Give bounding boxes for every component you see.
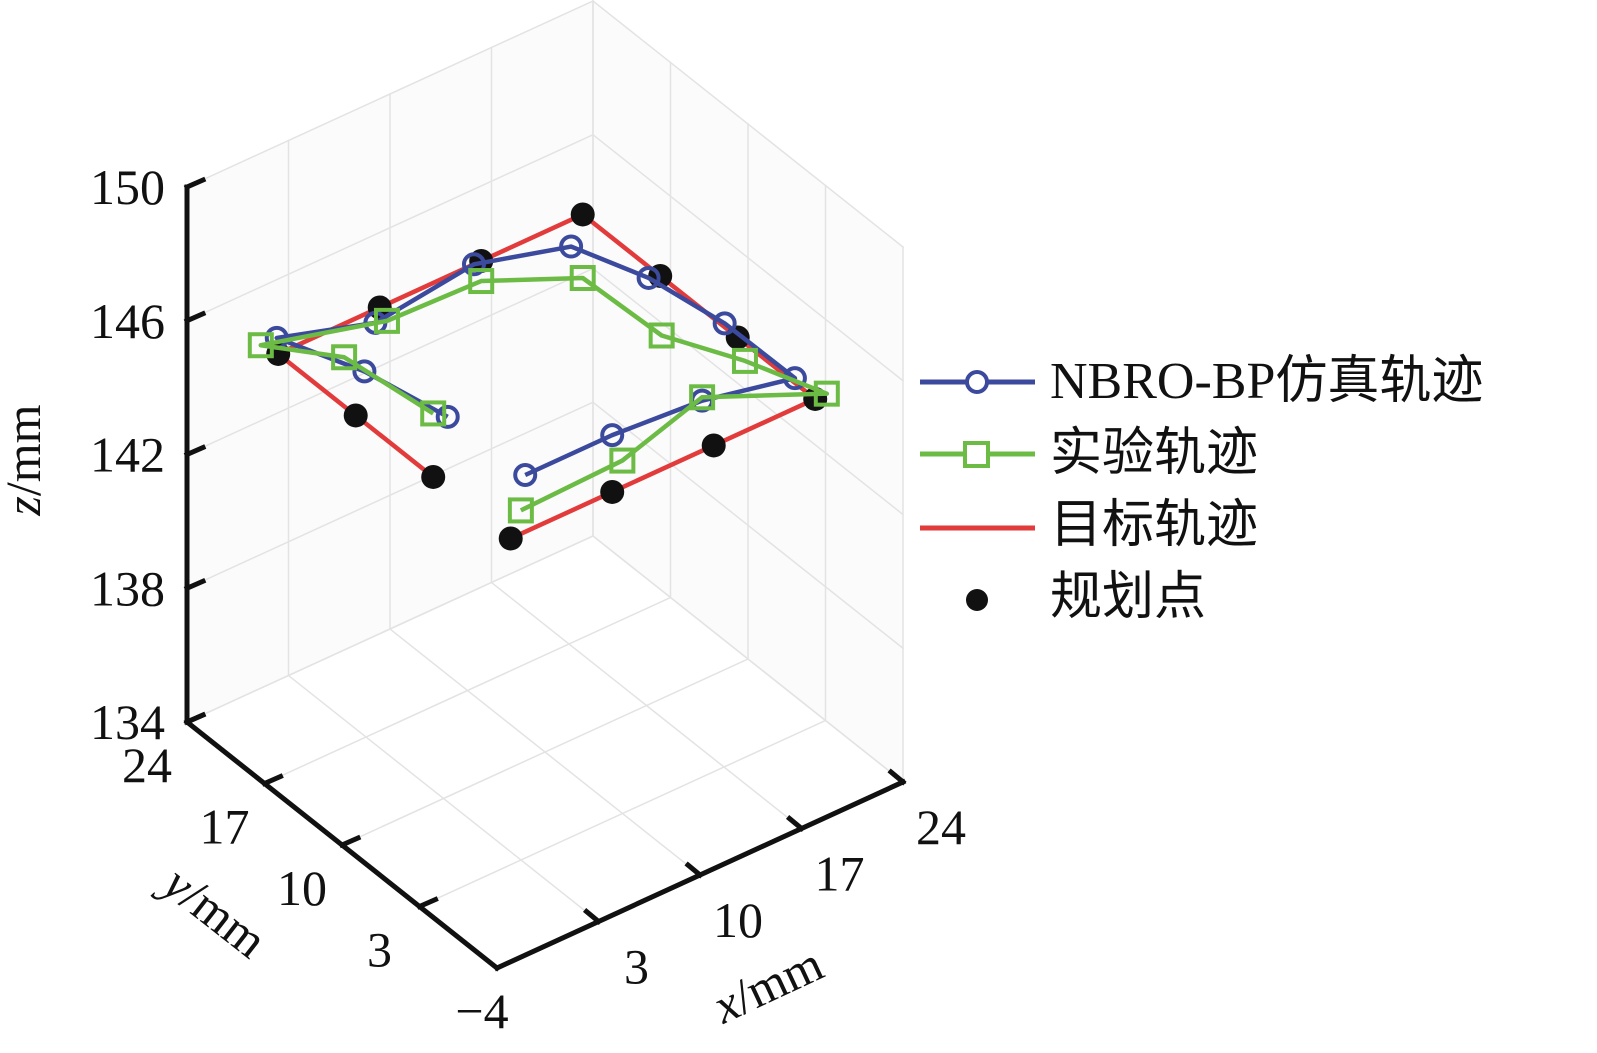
gridline-z-wall bbox=[591, 133, 905, 382]
z-tick bbox=[183, 310, 207, 325]
z-tick bbox=[183, 176, 207, 191]
gridline-z-wall bbox=[186, 133, 594, 322]
gridline-z-wall bbox=[186, 535, 594, 723]
data-point-dot bbox=[600, 479, 625, 504]
data-point-circle bbox=[600, 423, 625, 448]
x-tick bbox=[785, 814, 806, 833]
x-tick bbox=[684, 861, 704, 879]
data-point-circle bbox=[636, 265, 661, 290]
data-point-dot bbox=[701, 433, 726, 458]
z-tick-label: 150 bbox=[90, 159, 165, 215]
data-point-circle bbox=[559, 234, 584, 259]
data-point-dot bbox=[498, 526, 523, 551]
data-point-square bbox=[468, 268, 495, 295]
gridline-y-floor bbox=[418, 719, 827, 908]
y-tick-label: 24 bbox=[122, 737, 172, 793]
data-point-square bbox=[420, 400, 447, 427]
y-tick-label: 3 bbox=[367, 922, 392, 978]
data-point-square bbox=[331, 344, 358, 371]
data-point-square bbox=[373, 307, 400, 334]
square-marker-line-icon bbox=[920, 441, 1035, 468]
z-tick-label: 146 bbox=[90, 293, 165, 349]
axes: 134 138 142 146 150 −4 3 10 17 24 3 10 17 24 bbox=[90, 159, 966, 1039]
z-tick-label: 138 bbox=[90, 560, 165, 616]
y-tick bbox=[416, 896, 439, 910]
circle-marker-line-icon bbox=[920, 370, 1035, 394]
data-point-circle bbox=[352, 359, 377, 384]
y-tick-label: 10 bbox=[277, 860, 327, 916]
legend-item-experiment: 实验轨迹 bbox=[920, 418, 1483, 490]
gridline-z-wall bbox=[591, 0, 905, 249]
gridline-z-wall bbox=[186, 267, 594, 456]
gridline-y-floor bbox=[263, 596, 672, 785]
legend-label: 目标轨迹 bbox=[1050, 497, 1259, 554]
data-point-circle bbox=[435, 404, 460, 429]
y-axis-label: y/mm bbox=[149, 851, 277, 968]
data-point-square bbox=[648, 322, 675, 349]
z-tick bbox=[183, 444, 207, 458]
data-point-square bbox=[609, 447, 636, 474]
gridline-z-wall bbox=[186, 0, 594, 188]
series-line bbox=[275, 212, 818, 541]
legend-label: 规划点 bbox=[1050, 569, 1207, 626]
series-2 bbox=[275, 212, 818, 541]
y-tick bbox=[338, 834, 362, 849]
data-point-square bbox=[569, 265, 596, 292]
data-point-square bbox=[507, 497, 534, 524]
data-point-circle bbox=[712, 311, 737, 336]
y-tick bbox=[261, 773, 284, 787]
z-tick-label: 142 bbox=[90, 427, 165, 483]
legend-item-simulation: NBRO-BP仿真轨迹 bbox=[920, 346, 1483, 418]
gridline-z-wall bbox=[186, 401, 594, 590]
legend: NBRO-BP仿真轨迹 实验轨迹 目标轨迹 规划点 bbox=[920, 346, 1483, 634]
data-point-dot bbox=[421, 464, 446, 489]
data-point-square bbox=[813, 380, 840, 407]
legend-item-planned-points: 规划点 bbox=[920, 562, 1483, 634]
legend-label: 实验轨迹 bbox=[1050, 425, 1259, 482]
series-layer bbox=[247, 202, 840, 551]
x-tick-label: 24 bbox=[916, 799, 966, 855]
dot-marker-icon bbox=[966, 589, 988, 611]
line-icon bbox=[920, 525, 1035, 531]
gridline-z-wall bbox=[591, 534, 905, 784]
data-point-square bbox=[731, 347, 758, 374]
x-tick-label: 10 bbox=[713, 892, 763, 948]
series-line bbox=[258, 275, 830, 513]
x-tick-label: 3 bbox=[624, 939, 649, 995]
data-point-circle bbox=[513, 462, 538, 487]
x-tick bbox=[887, 768, 907, 786]
gridline-y-floor bbox=[341, 658, 749, 846]
y-tick bbox=[183, 711, 207, 726]
data-point-dot bbox=[570, 202, 595, 227]
x-tick-label: 17 bbox=[815, 846, 865, 902]
z-tick bbox=[183, 577, 207, 592]
x-tick bbox=[582, 907, 603, 926]
series-1 bbox=[247, 265, 840, 524]
legend-label: NBRO-BP仿真轨迹 bbox=[1050, 353, 1484, 410]
data-point-dot bbox=[343, 403, 368, 428]
data-point-square bbox=[247, 332, 274, 359]
y-tick-label: 17 bbox=[200, 799, 250, 855]
x-axis-label: x/mm bbox=[703, 935, 831, 1034]
data-point-circle bbox=[461, 252, 486, 277]
z-tick-label: 134 bbox=[90, 694, 165, 750]
data-point-square bbox=[689, 384, 716, 411]
legend-item-target: 目标轨迹 bbox=[920, 490, 1483, 562]
z-axis-label: z/mm bbox=[0, 404, 51, 516]
y-tick-label: −4 bbox=[455, 983, 508, 1039]
